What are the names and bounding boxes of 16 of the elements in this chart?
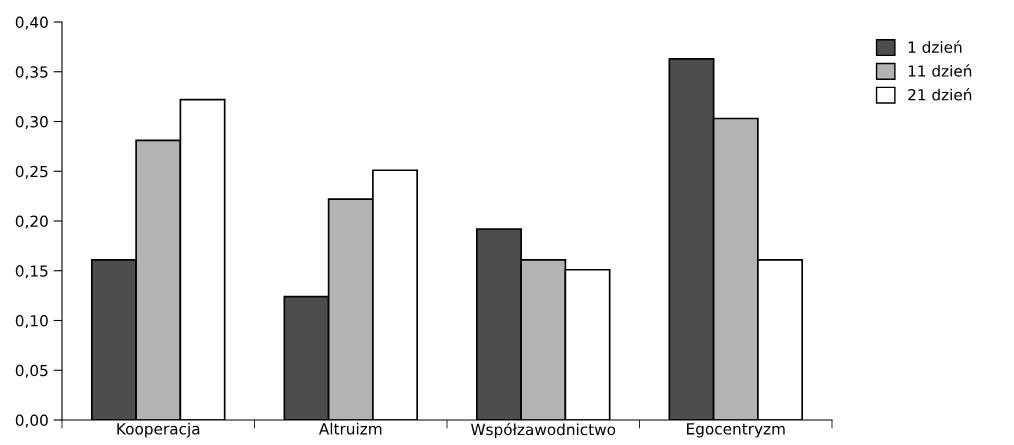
y-tick-label: 0,35 bbox=[15, 66, 48, 80]
x-tick-label: Współzawodnictwo bbox=[470, 422, 616, 439]
legend-label: 1 dzień bbox=[908, 40, 962, 53]
y-tick-label: 0,20 bbox=[15, 215, 48, 229]
x-tick-label: Altruizm bbox=[318, 422, 382, 435]
y-tick-label: 0,15 bbox=[15, 265, 48, 279]
x-tick-label: Egocentryzm bbox=[687, 423, 785, 438]
legend-label: 11 dzień bbox=[908, 64, 972, 77]
y-tick-label: 0,30 bbox=[15, 115, 48, 130]
x-tick-label: Kooperacja bbox=[117, 422, 200, 438]
y-tick-label: 0,00 bbox=[15, 414, 48, 428]
y-tick-label: 0,40 bbox=[15, 16, 48, 30]
y-tick-label: 0,10 bbox=[15, 314, 48, 329]
y-tick-label: 0,25 bbox=[15, 165, 48, 179]
y-tick-label: 0,05 bbox=[15, 364, 48, 378]
legend-label: 21 dzień bbox=[908, 88, 972, 101]
